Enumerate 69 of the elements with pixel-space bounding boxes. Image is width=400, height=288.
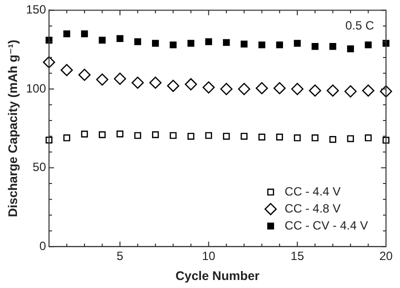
y-tick-label: 100 (26, 81, 46, 96)
point (347, 135, 354, 142)
point (170, 132, 177, 139)
point (202, 81, 215, 94)
point (98, 36, 106, 44)
point (96, 73, 108, 86)
x-tick-label: 20 (379, 249, 393, 264)
point (170, 41, 177, 48)
point (344, 85, 357, 98)
point (364, 134, 372, 142)
point (240, 132, 248, 140)
point (220, 82, 232, 96)
annotation: 0.5 C (345, 18, 374, 33)
point (187, 132, 194, 140)
point (152, 131, 159, 138)
point (329, 136, 336, 143)
x-axis-title: Cycle Number (175, 268, 260, 283)
point (167, 80, 180, 92)
legend-label: CC - CV - 4.4 V (284, 218, 368, 232)
point (134, 132, 142, 139)
legend-label: CC - 4.4 V (284, 184, 341, 198)
point (347, 45, 354, 52)
point (326, 84, 339, 97)
x-tick-label: 5 (116, 249, 124, 264)
point (187, 40, 194, 47)
point (222, 39, 230, 46)
point (276, 41, 284, 48)
point (364, 41, 372, 48)
point (114, 72, 126, 85)
point (116, 130, 124, 138)
point (294, 40, 301, 47)
point (256, 82, 268, 94)
point (63, 134, 70, 142)
point (60, 64, 73, 76)
point (81, 130, 88, 138)
point (273, 82, 286, 94)
point (258, 134, 266, 140)
point (46, 136, 52, 144)
point (81, 30, 88, 38)
point (312, 134, 318, 142)
point (312, 43, 318, 50)
point (78, 68, 91, 81)
x-tick-label: 15 (290, 249, 304, 264)
point (132, 76, 144, 89)
y-tick-label: 0 (39, 238, 46, 253)
point (98, 131, 106, 138)
point (149, 76, 162, 89)
y-tick-label: 150 (26, 2, 46, 17)
x-tick-label: 10 (202, 249, 216, 264)
point (134, 38, 142, 46)
y-axis-title: Discharge Capacity (mAh g⁻¹) (6, 40, 20, 218)
point (205, 132, 212, 139)
point (222, 132, 230, 140)
point (362, 84, 374, 97)
point (294, 134, 301, 142)
legend-label: CC - 4.8 V (284, 201, 341, 216)
point (238, 82, 250, 96)
y-tick-label: 50 (32, 160, 46, 174)
point (258, 41, 266, 48)
point (63, 30, 70, 38)
point (116, 35, 124, 42)
point (240, 40, 248, 48)
point (276, 134, 284, 140)
point (184, 78, 198, 90)
point (205, 38, 212, 46)
point (329, 43, 336, 50)
point (291, 82, 304, 96)
point (152, 40, 159, 47)
point (308, 84, 322, 97)
